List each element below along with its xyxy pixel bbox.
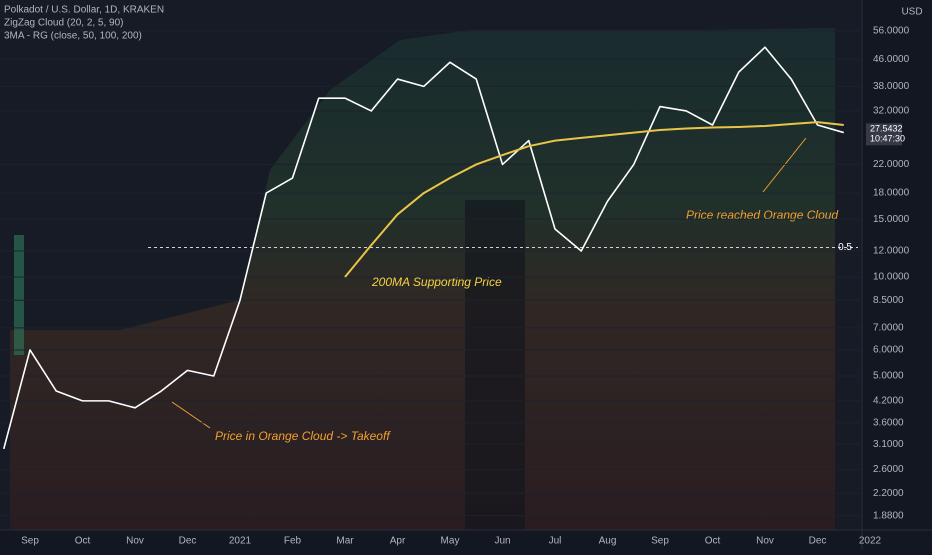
indicator: 3MA - RG (close, 50, 100, 200) xyxy=(4,31,142,42)
time-label: 10:47:30 xyxy=(870,134,905,144)
y-tick-label: 46.0000 xyxy=(873,54,910,65)
y-tick-label: 10.0000 xyxy=(873,272,910,283)
cloud-gap xyxy=(465,200,525,530)
x-tick-label: Jun xyxy=(494,536,510,547)
indicator: ZigZag Cloud (20, 2, 5, 90) xyxy=(4,18,124,29)
price-label: 27.5432 xyxy=(870,124,903,134)
x-tick-label: Mar xyxy=(336,536,354,547)
x-tick-label: Nov xyxy=(756,536,774,547)
x-tick-label: Jul xyxy=(549,536,562,547)
y-tick-label: 8.5000 xyxy=(873,295,904,306)
y-tick-label: 7.0000 xyxy=(873,323,904,334)
y-tick-label: 4.2000 xyxy=(873,396,904,407)
x-tick-label: Apr xyxy=(390,536,406,547)
price-box xyxy=(866,123,902,146)
x-tick-label: Nov xyxy=(126,536,144,547)
x-tick-label: Sep xyxy=(651,536,669,547)
x-tick-label: Sep xyxy=(21,536,39,547)
x-tick-label: Dec xyxy=(179,536,197,547)
x-tick-label: Dec xyxy=(809,536,827,547)
x-tick-label: Feb xyxy=(284,536,302,547)
cloud-spike xyxy=(14,235,24,355)
y-tick-label: 3.1000 xyxy=(873,439,904,450)
x-tick-label: Oct xyxy=(75,536,91,547)
annotation: Price reached Orange Cloud xyxy=(686,208,838,222)
y-tick-label: 1.8800 xyxy=(873,510,904,521)
level-label: 0.5 xyxy=(838,242,852,253)
y-tick-label: 22.0000 xyxy=(873,159,910,170)
series-line xyxy=(2,46,844,450)
x-tick-label: May xyxy=(441,536,460,547)
chart-title: Polkadot / U.S. Dollar, 1D, KRAKEN xyxy=(4,5,164,16)
y-tick-label: 15.0000 xyxy=(873,214,910,225)
y-tick-label: 12.0000 xyxy=(873,246,910,257)
annotation: Price in Orange Cloud -> Takeoff xyxy=(215,429,391,443)
y-unit: USD xyxy=(901,7,922,18)
annotation: 200MA Supporting Price xyxy=(371,275,502,289)
x-tick-label: Aug xyxy=(599,536,617,547)
y-tick-label: 38.0000 xyxy=(873,81,910,92)
y-tick-label: 32.0000 xyxy=(873,106,910,117)
y-tick-label: 2.2000 xyxy=(873,488,904,499)
arrow xyxy=(762,137,807,193)
x-tick-label: 2021 xyxy=(229,536,252,547)
y-tick-label: 6.0000 xyxy=(873,345,904,356)
arrow xyxy=(171,401,211,429)
y-tick-label: 56.0000 xyxy=(873,26,910,37)
y-tick-label: 2.6000 xyxy=(873,464,904,475)
cloud xyxy=(10,28,835,530)
x-tick-label: Oct xyxy=(705,536,721,547)
series-line xyxy=(344,121,844,278)
y-tick-label: 18.0000 xyxy=(873,188,910,199)
y-tick-label: 3.6000 xyxy=(873,418,904,429)
x-tick-label: 2022 xyxy=(859,536,882,547)
y-tick-label: 5.0000 xyxy=(873,371,904,382)
